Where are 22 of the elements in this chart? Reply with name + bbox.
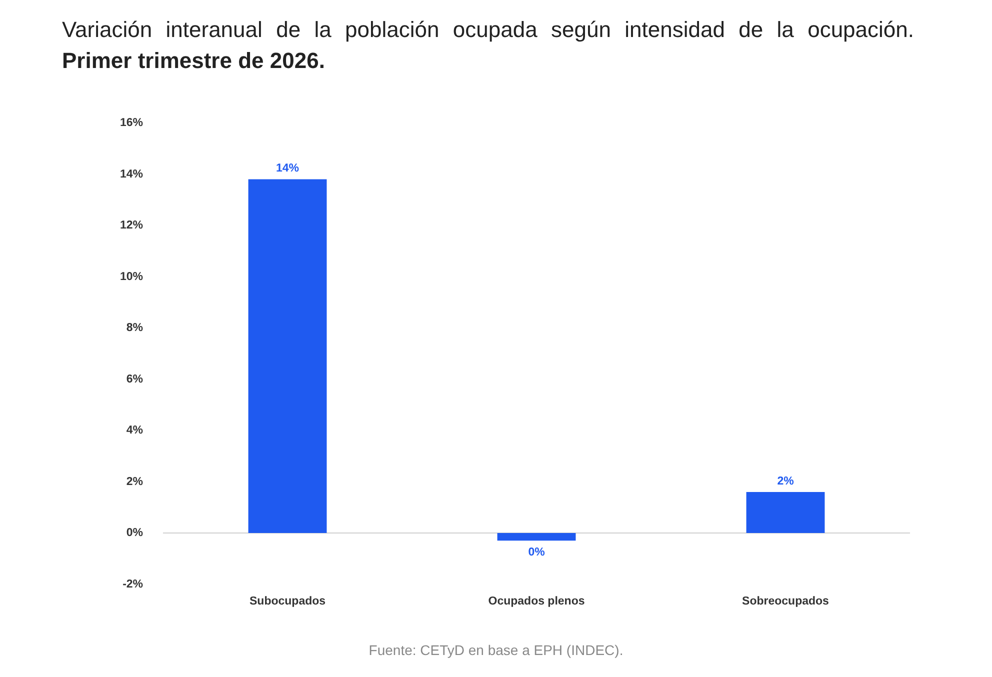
x-tick-label: Ocupados plenos: [488, 595, 585, 608]
bar: [746, 492, 825, 533]
data-label: 14%: [276, 162, 300, 175]
y-tick-label: 8%: [126, 322, 144, 334]
y-tick-label: 0%: [126, 527, 144, 540]
x-tick-label: Sobreocupados: [742, 595, 829, 608]
source-note: Fuente: CETyD en base a EPH (INDEC).: [368, 642, 624, 658]
y-tick-label: 6%: [126, 373, 144, 386]
y-tick-label: 10%: [120, 270, 144, 283]
y-tick-label: 16%: [120, 117, 144, 130]
y-tick-label: 12%: [120, 220, 144, 232]
chart-title: Variación interanual de la población ocupada según intensidad de la ocupación.: [62, 17, 914, 42]
bar: [497, 532, 576, 541]
x-tick-label: Subocupados: [250, 595, 326, 608]
data-label: 2%: [777, 475, 794, 488]
bar: [248, 179, 327, 533]
y-tick-label: 4%: [126, 424, 144, 437]
y-tick-label: 2%: [126, 476, 144, 488]
y-tick-label: 14%: [120, 168, 144, 180]
y-tick-label: -2%: [122, 578, 144, 590]
data-label: 0%: [528, 546, 545, 559]
chart-subtitle: Primer trimestre de 2026.: [62, 48, 325, 73]
